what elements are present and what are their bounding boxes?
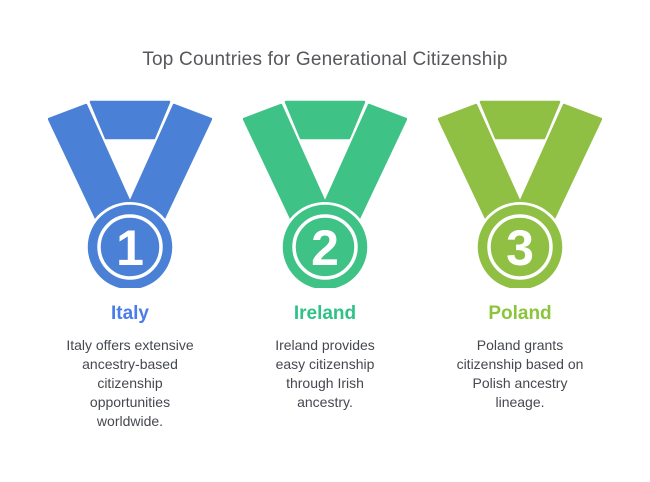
medal-rank-2-icon: 2 bbox=[243, 100, 407, 288]
country-cards-row: 1 Italy Italy offers extensive ancestry-… bbox=[0, 98, 650, 431]
country-card-poland: 3 Poland Poland grants citizenship based… bbox=[423, 98, 618, 431]
ribbon-top-band bbox=[89, 100, 171, 140]
page-title: Top Countries for Generational Citizensh… bbox=[142, 49, 508, 70]
medal-disc bbox=[87, 204, 173, 288]
country-name: Italy bbox=[110, 303, 150, 324]
country-description: Ireland provides easy citizenship throug… bbox=[275, 337, 375, 410]
country-description: Poland grants citizenship based on Polis… bbox=[456, 337, 584, 410]
medal-rank-3-icon: 3 bbox=[438, 100, 602, 288]
country-card-italy: 1 Italy Italy offers extensive ancestry-… bbox=[33, 98, 228, 431]
medal-inner-ring bbox=[292, 214, 358, 280]
country-description: Italy offers extensive ancestry-based ci… bbox=[66, 337, 194, 429]
medal-rank-number: 3 bbox=[506, 220, 534, 276]
country-card-ireland: 2 Ireland Ireland provides easy citizens… bbox=[228, 98, 423, 431]
medal-disc bbox=[282, 204, 368, 288]
ribbon-top-band bbox=[479, 100, 561, 140]
medal-inner-ring bbox=[97, 214, 163, 280]
medal-inner-ring bbox=[487, 214, 553, 280]
ribbon-top-band bbox=[284, 100, 366, 140]
medal-rank-1-icon: 1 bbox=[48, 100, 212, 288]
medal-rank-number: 1 bbox=[116, 220, 144, 276]
medal-rank-number: 2 bbox=[311, 220, 339, 276]
medal-disc bbox=[477, 204, 563, 288]
country-name: Poland bbox=[488, 303, 552, 324]
country-name: Ireland bbox=[293, 303, 357, 324]
